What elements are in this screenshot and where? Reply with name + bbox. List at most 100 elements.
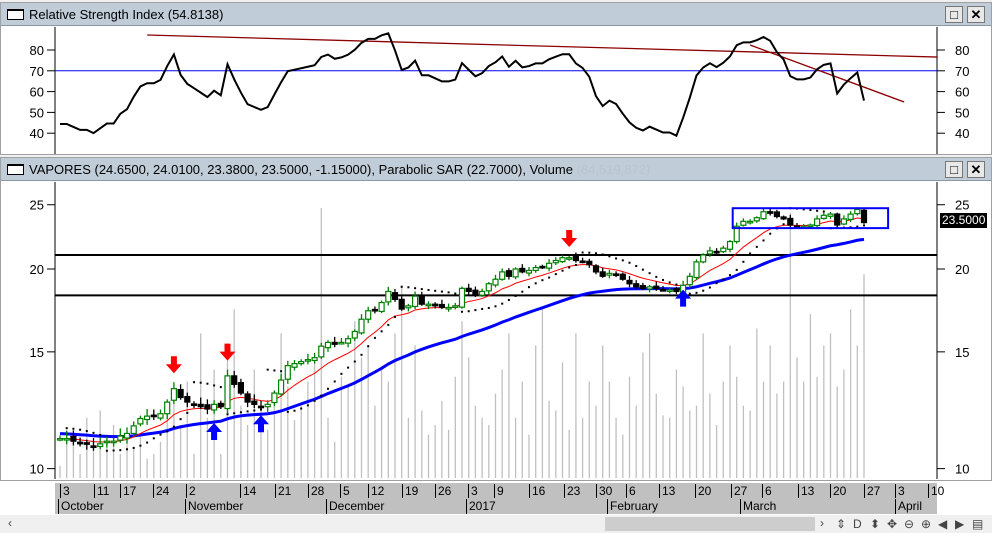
candle-body — [278, 379, 285, 395]
rsi-tick-label: 70 — [30, 64, 44, 79]
candle-body — [492, 278, 499, 286]
candle-body — [345, 338, 352, 344]
candle — [519, 264, 526, 274]
toolbar-tool-button[interactable]: ▤ — [972, 517, 984, 531]
candle — [512, 267, 519, 280]
close-button[interactable]: ✕ — [967, 161, 985, 178]
maximize-button[interactable]: □ — [945, 6, 963, 23]
sar-dot — [193, 381, 195, 384]
candle — [834, 212, 841, 228]
candle — [63, 430, 70, 445]
scroll-thumb[interactable] — [605, 517, 815, 531]
toolbar-tool-button[interactable]: ⊕ — [921, 517, 932, 531]
candle-body — [211, 403, 218, 411]
candle-body — [700, 254, 707, 263]
sar-dot — [528, 286, 530, 289]
candle-body — [834, 213, 841, 226]
toolbar-tool-button[interactable]: ✥ — [887, 517, 898, 531]
price-tick-label: 10 — [30, 462, 44, 477]
sar-dot — [219, 386, 222, 389]
candle-body — [780, 216, 787, 220]
window-icon — [7, 9, 24, 20]
candle — [639, 282, 647, 290]
day-tick-label: 16 — [529, 484, 545, 499]
sar-dot — [662, 278, 664, 281]
rsi-title-bar[interactable]: Relative Strength Index (54.8138) □ ✕ — [1, 3, 991, 26]
candle-body — [479, 290, 486, 296]
candle — [706, 246, 714, 257]
candle — [525, 266, 533, 277]
rsi-trendline — [147, 34, 938, 58]
candle — [103, 436, 111, 448]
candle-body — [284, 365, 291, 380]
sar-dot — [246, 410, 249, 413]
sar-dot — [206, 382, 209, 385]
sar-dot — [199, 381, 202, 384]
day-tick-label: 21 — [275, 484, 291, 499]
sar-dot — [742, 260, 745, 263]
sar-dot — [213, 384, 216, 387]
candle — [458, 286, 466, 309]
sar-dot — [601, 253, 604, 256]
horizontal-scrollbar[interactable]: ‹ › ⇕ D ⬍ ✥ ⊖ ⊕ ◀ ▶ ▤ — [0, 515, 992, 533]
sar-dot — [440, 290, 443, 293]
sar-dot — [152, 437, 155, 440]
sar-dot — [608, 255, 611, 258]
sar-dot — [400, 285, 403, 288]
sar-dot — [300, 407, 303, 410]
sar-dot — [239, 411, 242, 414]
candle-body — [767, 211, 774, 214]
candle — [231, 370, 238, 388]
chart-canvas[interactable]: 80 80 70 70 60 60 50 50 40 40 25 25 20 20 15 15 10 10 — [0, 0, 992, 481]
rsi-tick-label: 80 — [30, 43, 44, 58]
sar-dot — [367, 345, 370, 348]
candle-body — [753, 217, 760, 222]
scroll-left-button[interactable]: ‹ — [8, 516, 12, 530]
day-tick-label: 26 — [435, 484, 451, 499]
sar-dot — [85, 430, 88, 433]
price-title-bar[interactable]: VAPORES (24.6500, 24.0100, 23.3800, 23.5… — [1, 158, 991, 181]
sar-dot — [273, 369, 276, 372]
close-button[interactable]: ✕ — [967, 6, 985, 23]
candle-body — [271, 392, 278, 404]
candle — [465, 283, 472, 295]
toolbar-tool-button[interactable]: ⊖ — [904, 517, 915, 531]
sar-dot — [863, 224, 865, 227]
candle-body — [331, 341, 338, 345]
sar-dot — [521, 290, 524, 293]
sar-dot — [655, 275, 658, 278]
candle — [157, 409, 164, 421]
toolbar-tool-button[interactable]: ⬍ — [870, 517, 881, 531]
sar-dot — [186, 411, 189, 414]
scroll-right-button[interactable]: › — [820, 516, 824, 530]
sar-dot — [340, 372, 343, 375]
candle-body — [713, 250, 720, 254]
sar-dot — [735, 268, 738, 271]
candle — [539, 264, 546, 269]
toolbar-tool-button[interactable]: D — [853, 517, 862, 531]
sar-dot — [380, 330, 383, 333]
maximize-button[interactable]: □ — [945, 161, 963, 178]
candle-body — [83, 442, 90, 445]
sar-dot — [360, 353, 363, 356]
moving-average-line — [59, 237, 865, 439]
toolbar-tool-button[interactable]: ▶ — [955, 517, 965, 531]
candle — [117, 428, 124, 443]
sar-dot — [79, 428, 82, 431]
sar-dot — [688, 292, 691, 295]
price-tick-label-right: 10 — [955, 462, 969, 477]
sar-dot — [501, 302, 504, 305]
toolbar-tool-button[interactable]: ⇕ — [836, 517, 847, 531]
candle-body — [452, 305, 459, 308]
candle — [586, 258, 593, 268]
sar-dot — [313, 399, 316, 402]
candle-body — [56, 437, 64, 441]
candle-body — [365, 310, 372, 320]
toolbar-tool-button[interactable]: ◀ — [938, 517, 948, 531]
day-tick-label: 13 — [798, 484, 814, 499]
candle-body — [224, 375, 231, 410]
sar-dot — [695, 291, 698, 294]
candle-body — [130, 425, 137, 435]
sar-dot — [628, 261, 631, 264]
candle-body — [532, 266, 539, 272]
